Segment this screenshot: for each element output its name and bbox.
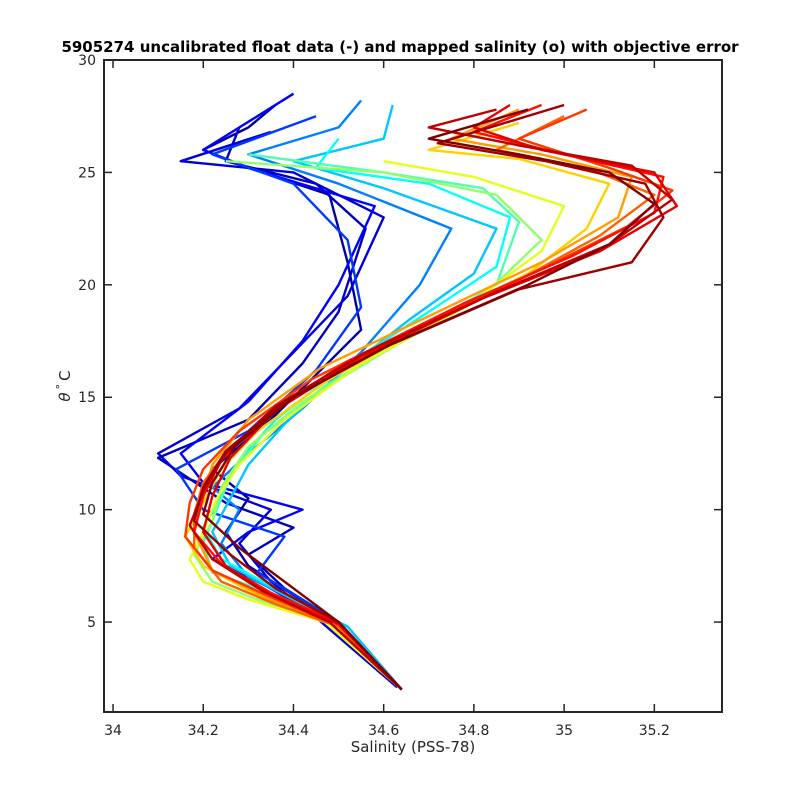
y-axis-label: θ ° C xyxy=(54,370,74,401)
y-axis-label-symbol: θ xyxy=(56,392,74,401)
y-tick-label: 15 xyxy=(78,390,96,406)
chart-title: 5905274 uncalibrated float data (-) and … xyxy=(61,38,739,56)
profile-line xyxy=(188,108,674,691)
y-tick-label: 30 xyxy=(78,53,96,69)
x-tick-label: 35 xyxy=(555,723,573,739)
profile-line xyxy=(188,160,566,691)
x-tick-label: 34.4 xyxy=(278,723,309,739)
x-tick-label: 34.2 xyxy=(188,723,219,739)
plot-area xyxy=(104,60,722,712)
y-axis: 5 10 15 20 25 30 xyxy=(78,53,722,631)
y-tick-label: 5 xyxy=(87,615,96,631)
profile-line xyxy=(174,115,403,691)
y-axis-label-degree: ° xyxy=(54,384,67,390)
profile-line xyxy=(201,108,656,691)
x-axis-label: Salinity (PSS-78) xyxy=(351,738,476,756)
x-tick-label: 34.6 xyxy=(368,723,399,739)
y-axis-label-unit: C xyxy=(56,370,74,380)
y-tick-label: 20 xyxy=(78,278,96,294)
x-tick-label: 34 xyxy=(104,723,122,739)
x-tick-label: 35.2 xyxy=(639,723,670,739)
x-axis: 34 34.2 34.4 34.6 34.8 35 35.2 xyxy=(104,60,670,739)
plot-frame xyxy=(103,59,723,713)
profile-line xyxy=(156,130,398,689)
profile-line xyxy=(201,137,512,691)
series-layer xyxy=(156,92,679,691)
x-tick-label: 34.8 xyxy=(458,723,489,739)
y-tick-label: 25 xyxy=(78,165,96,181)
profile-line xyxy=(192,160,543,691)
y-tick-label: 10 xyxy=(78,503,96,519)
